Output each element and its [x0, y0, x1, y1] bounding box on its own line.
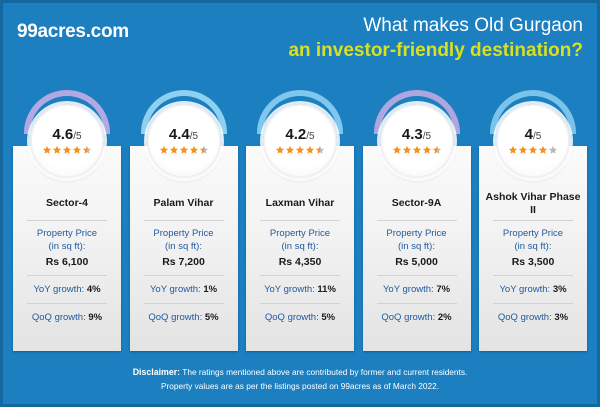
- locality-card-list: 4.6/5 Sector-4 Property Price (in sq ft): Rs…: [13, 90, 587, 351]
- qoq-growth: QoQ growth: 3%: [497, 311, 569, 323]
- divider: [493, 220, 573, 222]
- locality-card[interactable]: 4.4/5 Palam Vihar Property Price (in sq ft)…: [129, 90, 238, 351]
- qoq-growth: QoQ growth: 5%: [148, 311, 219, 323]
- rating-denominator: /5: [533, 131, 542, 142]
- locality-name: Laxman Vihar: [265, 197, 335, 210]
- rating-badge: 4.6/5: [30, 104, 104, 178]
- price-value: Rs 6,100: [45, 255, 89, 268]
- divider: [27, 302, 107, 304]
- rating-denominator: /5: [306, 131, 315, 142]
- star-rating-icons: [159, 145, 209, 155]
- rating-denominator: /5: [73, 131, 82, 142]
- star-rating-icons: [508, 145, 558, 155]
- yoy-growth: YoY growth: 3%: [499, 283, 567, 295]
- divider: [493, 302, 573, 304]
- yoy-growth: YoY growth: 1%: [149, 283, 218, 295]
- rating-score: 4.6/5: [52, 127, 81, 142]
- price-value: Rs 4,350: [278, 255, 322, 268]
- rating-badge: 4.3/5: [379, 104, 454, 178]
- header: 99acres.com What makes Old Gurgaon an in…: [3, 3, 597, 75]
- rating-score: 4.2/5: [285, 127, 314, 142]
- rating-score: 4.4/5: [169, 127, 198, 142]
- rating-badge: 4.4/5: [146, 104, 221, 178]
- divider: [27, 220, 107, 221]
- star-rating-icons: [275, 145, 325, 155]
- title-line-2: an investor-friendly destination?: [288, 39, 583, 61]
- qoq-growth: QoQ growth: 9%: [31, 311, 103, 323]
- disclaimer-label: Disclaimer:: [132, 367, 181, 378]
- locality-name: Sector-4: [45, 197, 88, 210]
- price-label: Property Price (in sq ft):: [153, 228, 214, 252]
- rating-value: 4.4: [168, 126, 190, 143]
- divider: [376, 220, 457, 221]
- divider: [260, 220, 340, 221]
- rating-value: 4.6: [52, 126, 74, 143]
- divider: [143, 302, 224, 304]
- disclaimer-line-2: Property values are as per the listings …: [160, 380, 440, 391]
- price-label: Property Price (in sq ft):: [386, 228, 447, 252]
- page-title: What makes Old Gurgaon an investor-frien…: [288, 14, 583, 63]
- divider: [143, 274, 224, 276]
- divider: [143, 220, 224, 221]
- locality-card[interactable]: 4/5 Ashok Vihar Phase II Property Price (in…: [479, 90, 587, 351]
- price-value: Rs 5,000: [395, 255, 438, 268]
- rating-value: 4.2: [285, 126, 307, 143]
- divider: [493, 274, 573, 276]
- qoq-growth: QoQ growth: 2%: [381, 311, 452, 323]
- price-label: Property Price (in sq ft):: [36, 228, 98, 252]
- rating-value: 4: [524, 126, 533, 143]
- yoy-growth: YoY growth: 11%: [264, 283, 336, 295]
- locality-name: Sector-9A: [391, 197, 442, 210]
- locality-name: Palam Vihar: [153, 197, 214, 210]
- disclaimer-line-1: The ratings mentioned above are contribu…: [180, 367, 468, 378]
- divider: [260, 274, 340, 276]
- divider: [376, 302, 457, 304]
- star-rating-icons: [392, 145, 442, 155]
- locality-card[interactable]: 4.6/5 Sector-4 Property Price (in sq ft): Rs…: [13, 90, 121, 351]
- rating-denominator: /5: [189, 131, 199, 142]
- divider: [376, 274, 457, 276]
- disclaimer: Disclaimer: The ratings mentioned above …: [3, 366, 597, 392]
- brand-logo: 99acres.com: [17, 21, 129, 42]
- locality-card[interactable]: 4.2/5 Laxman Vihar Property Price (in sq ft…: [246, 90, 354, 351]
- qoq-growth: QoQ growth: 5%: [264, 311, 336, 323]
- price-label: Property Price (in sq ft):: [502, 228, 564, 253]
- yoy-growth: YoY growth: 7%: [382, 283, 451, 295]
- locality-card[interactable]: 4.3/5 Sector-9A Property Price (in sq ft): R…: [362, 90, 471, 351]
- rating-value: 4.3: [401, 126, 423, 143]
- title-line-1: What makes Old Gurgaon: [363, 15, 583, 36]
- yoy-growth: YoY growth: 4%: [33, 283, 101, 295]
- rating-badge: 4.2/5: [263, 104, 337, 178]
- divider: [27, 274, 107, 276]
- rating-badge: 4/5: [496, 104, 570, 178]
- locality-name: Ashok Vihar Phase II: [485, 191, 581, 217]
- rating-score: 4/5: [525, 127, 542, 142]
- price-label: Property Price (in sq ft):: [269, 228, 331, 252]
- divider: [260, 302, 340, 304]
- rating-score: 4.3/5: [402, 127, 431, 142]
- price-value: Rs 7,200: [162, 255, 205, 268]
- rating-denominator: /5: [422, 131, 432, 142]
- price-value: Rs 3,500: [511, 255, 555, 268]
- star-rating-icons: [42, 145, 92, 155]
